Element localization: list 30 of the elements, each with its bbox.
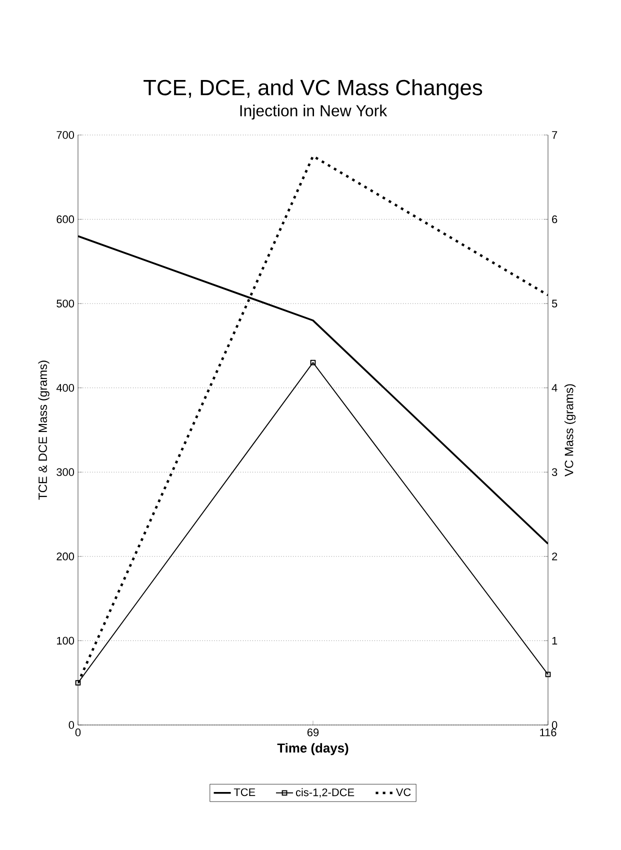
point: [75, 680, 81, 686]
y-tick-label: 0: [68, 721, 74, 729]
x-tick-label: 69: [307, 728, 319, 736]
legend-label: cis-1,2-DCE: [296, 788, 354, 798]
legend-label: TCE: [234, 788, 256, 796]
y2-tick-label: 3: [552, 468, 558, 476]
y2-axis-title: VC Mass (grams): [564, 384, 576, 476]
y-tick-label: 200: [56, 552, 74, 560]
y2-tick-label: 2: [552, 552, 558, 560]
chart-subtitle: Injection in New York: [240, 104, 388, 120]
point: [545, 672, 551, 678]
x-axis-title: Time (days): [277, 743, 348, 756]
y2-tick-label: 5: [552, 300, 558, 308]
y-tick-label: 700: [56, 131, 74, 139]
y-tick-label: 400: [56, 384, 74, 392]
y2-tick-label: 1: [552, 636, 558, 644]
y2-tick-label: 7: [552, 131, 558, 139]
x-tick-label: 0: [75, 728, 81, 736]
y-tick-label: 300: [56, 468, 74, 476]
legend-label: VC: [396, 788, 411, 796]
y2-tick-label: 6: [552, 215, 558, 224]
y2-tick-label: 4: [552, 384, 558, 392]
y-axis-title: TCE & DCE Mass (grams): [38, 360, 50, 500]
x-tick-label: 116: [540, 728, 556, 736]
y-tick-label: 100: [57, 636, 74, 645]
y-tick-label: 500: [56, 300, 74, 308]
y2-tick-label: 0: [552, 721, 558, 729]
y-tick-label: 600: [56, 215, 74, 224]
chart-title: TCE, DCE, and VC Mass Changes: [144, 79, 482, 100]
point: [310, 360, 316, 366]
